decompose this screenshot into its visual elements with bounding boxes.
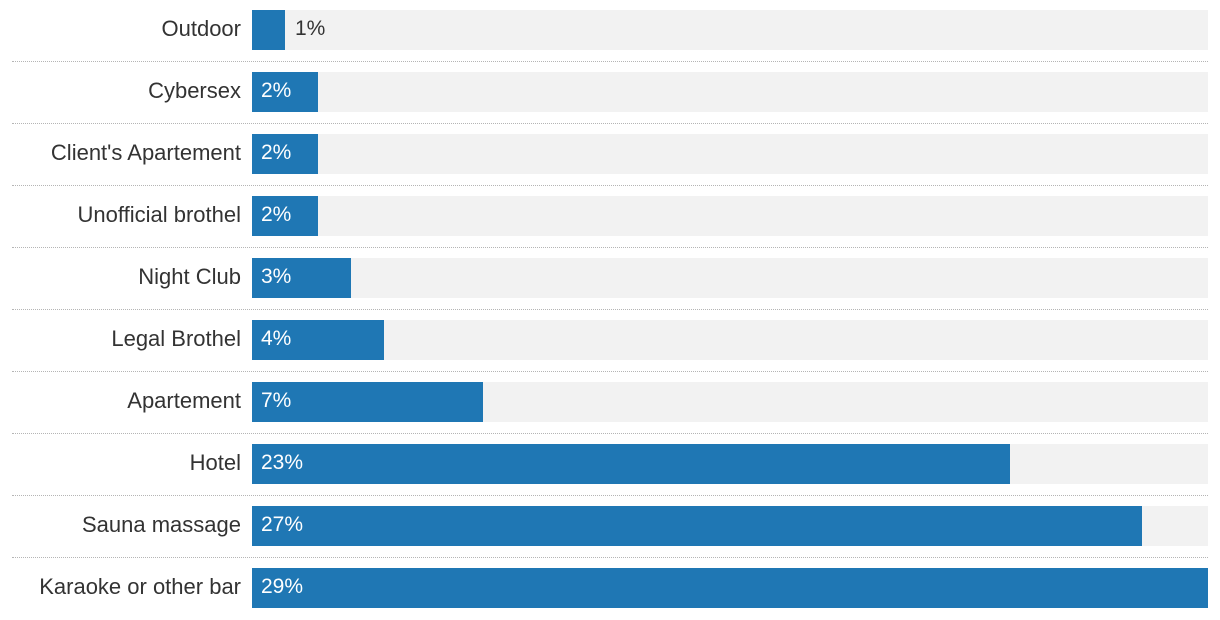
bar-track: 27% (252, 506, 1208, 546)
value-label: 2% (261, 203, 292, 226)
bar-row: Outdoor 1% (12, 0, 1208, 62)
bar (252, 568, 1208, 608)
category-label: Night Club (138, 264, 241, 289)
bar-track: 3% (252, 258, 1208, 298)
category-label: Apartement (127, 388, 241, 413)
value-label: 7% (261, 389, 292, 412)
row-separator (12, 495, 1208, 496)
category-label: Outdoor (161, 16, 242, 41)
bar-track: 2% (252, 134, 1208, 174)
bar (252, 320, 384, 360)
bar (252, 10, 285, 50)
bar-track: 1% (252, 10, 1208, 50)
bar-row: Karaoke or other bar 29% (12, 558, 1208, 620)
bar-row: Apartement 7% (12, 372, 1208, 434)
category-label: Hotel (189, 450, 241, 475)
bar-row: Legal Brothel 4% (12, 310, 1208, 372)
bar (252, 196, 318, 236)
category-label: Cybersex (148, 78, 241, 103)
value-label: 1% (295, 17, 326, 40)
category-label: Sauna massage (82, 512, 241, 537)
category-label: Client's Apartement (50, 140, 241, 165)
row-separator (12, 185, 1208, 186)
row-separator (12, 61, 1208, 62)
bar-row: Hotel 23% (12, 434, 1208, 496)
bar (252, 444, 1010, 484)
row-separator (12, 557, 1208, 558)
value-label: 4% (261, 327, 292, 350)
value-label: 29% (261, 575, 304, 598)
bar (252, 258, 351, 298)
bar (252, 134, 318, 174)
row-separator (12, 309, 1208, 310)
category-label: Karaoke or other bar (39, 574, 241, 599)
bar-row: Client's Apartement 2% (12, 124, 1208, 186)
bar-track: 23% (252, 444, 1208, 484)
bar-track: 2% (252, 72, 1208, 112)
bar-row: Sauna massage 27% (12, 496, 1208, 558)
bar-track: 2% (252, 196, 1208, 236)
bar (252, 72, 318, 112)
bar-row: Night Club 3% (12, 248, 1208, 310)
value-label: 3% (261, 265, 292, 288)
value-label: 2% (261, 79, 292, 102)
category-label: Legal Brothel (111, 326, 241, 351)
category-label: Unofficial brothel (77, 202, 241, 227)
value-label: 23% (261, 451, 304, 474)
value-label: 2% (261, 141, 292, 164)
bar-track: 7% (252, 382, 1208, 422)
row-separator (12, 123, 1208, 124)
bar (252, 382, 483, 422)
row-separator (12, 247, 1208, 248)
bar-row: Unofficial brothel 2% (12, 186, 1208, 248)
bar-row: Cybersex 2% (12, 62, 1208, 124)
bar (252, 506, 1142, 546)
bar-track: 4% (252, 320, 1208, 360)
row-separator (12, 371, 1208, 372)
bar-track: 29% (252, 568, 1208, 608)
value-label: 27% (261, 513, 304, 536)
row-separator (12, 433, 1208, 434)
